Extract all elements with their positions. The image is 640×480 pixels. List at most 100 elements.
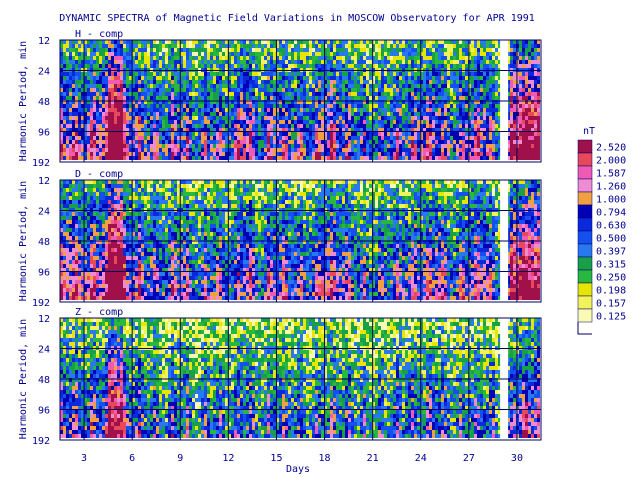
heatmap-cell [144,44,147,48]
heatmap-cell [285,140,288,144]
heatmap-cell [234,120,237,124]
heatmap-cell [75,116,78,120]
heatmap-cell [216,64,219,68]
heatmap-cell [174,92,177,96]
heatmap-cell [285,72,288,76]
heatmap-cell [204,120,207,124]
heatmap-cell [213,136,216,140]
heatmap-cell [156,76,159,80]
heatmap-cell [222,60,225,64]
heatmap-cell [105,104,108,108]
heatmap-cell [222,152,225,156]
heatmap-cell [237,64,240,68]
heatmap-cell [111,80,114,84]
heatmap-cell [270,140,273,144]
heatmap-cell [294,72,297,76]
heatmap-cell [270,48,273,52]
heatmap-cell [300,120,303,124]
heatmap-cell [261,56,264,60]
heatmap-cell [195,140,198,144]
heatmap-cell [147,140,150,144]
heatmap-cell [96,124,99,128]
heatmap-cell [273,112,276,116]
heatmap-cell [216,52,219,56]
heatmap-cell [93,64,96,68]
heatmap-cell [129,156,132,160]
heatmap-cell [204,56,207,60]
heatmap-cell [138,60,141,64]
heatmap-cell [252,52,255,56]
heatmap-cell [123,104,126,108]
heatmap-cell [96,44,99,48]
heatmap-cell [63,84,66,88]
heatmap-cell [111,92,114,96]
heatmap-cell [219,80,222,84]
heatmap-cell [153,84,156,88]
heatmap-cell [258,152,261,156]
heatmap-cell [123,112,126,116]
heatmap-cell [177,148,180,152]
heatmap-cell [87,148,90,152]
heatmap-cell [255,48,258,52]
heatmap-cell [135,152,138,156]
heatmap-cell [237,104,240,108]
heatmap-cell [90,108,93,112]
heatmap-cell [288,124,291,128]
heatmap-cell [297,92,300,96]
heatmap-cell [96,56,99,60]
heatmap-cell [75,44,78,48]
heatmap-cell [108,120,111,124]
heatmap-cell [282,140,285,144]
heatmap-cell [138,56,141,60]
heatmap-cell [162,92,165,96]
heatmap-cell [207,88,210,92]
heatmap-cell [204,48,207,52]
heatmap-cell [150,156,153,160]
heatmap-cell [123,140,126,144]
heatmap-cell [153,120,156,124]
heatmap-cell [120,116,123,120]
heatmap-cell [78,52,81,56]
heatmap-cell [126,48,129,52]
heatmap-cell [123,72,126,76]
heatmap-cell [87,108,90,112]
heatmap-cell [231,60,234,64]
heatmap-cell [129,108,132,112]
heatmap-cell [231,52,234,56]
heatmap-cell [234,44,237,48]
heatmap-cell [204,88,207,92]
heatmap-cell [288,64,291,68]
heatmap-cell [153,40,156,44]
heatmap-cell [213,104,216,108]
heatmap-cell [297,112,300,116]
heatmap-cell [72,132,75,136]
heatmap-cell [189,156,192,160]
heatmap-cell [198,44,201,48]
heatmap-cell [177,112,180,116]
heatmap-cell [303,52,306,56]
heatmap-cell [252,112,255,116]
heatmap-cell [102,136,105,140]
heatmap-cell [291,76,294,80]
heatmap-cell [285,96,288,100]
heatmap-cell [150,72,153,76]
heatmap-cell [120,152,123,156]
heatmap-cell [285,132,288,136]
heatmap-cell [171,156,174,160]
heatmap-cell [234,88,237,92]
heatmap-cell [72,136,75,140]
heatmap-cell [222,44,225,48]
heatmap-cell [198,40,201,44]
heatmap-cell [198,140,201,144]
heatmap-cell [177,124,180,128]
heatmap-cell [207,120,210,124]
heatmap-cell [117,116,120,120]
heatmap-cell [264,104,267,108]
heatmap-cell [210,108,213,112]
heatmap-cell [237,156,240,160]
heatmap-cell [195,72,198,76]
heatmap-cell [144,136,147,140]
heatmap-cell [294,52,297,56]
heatmap-cell [123,136,126,140]
heatmap-cell [240,156,243,160]
